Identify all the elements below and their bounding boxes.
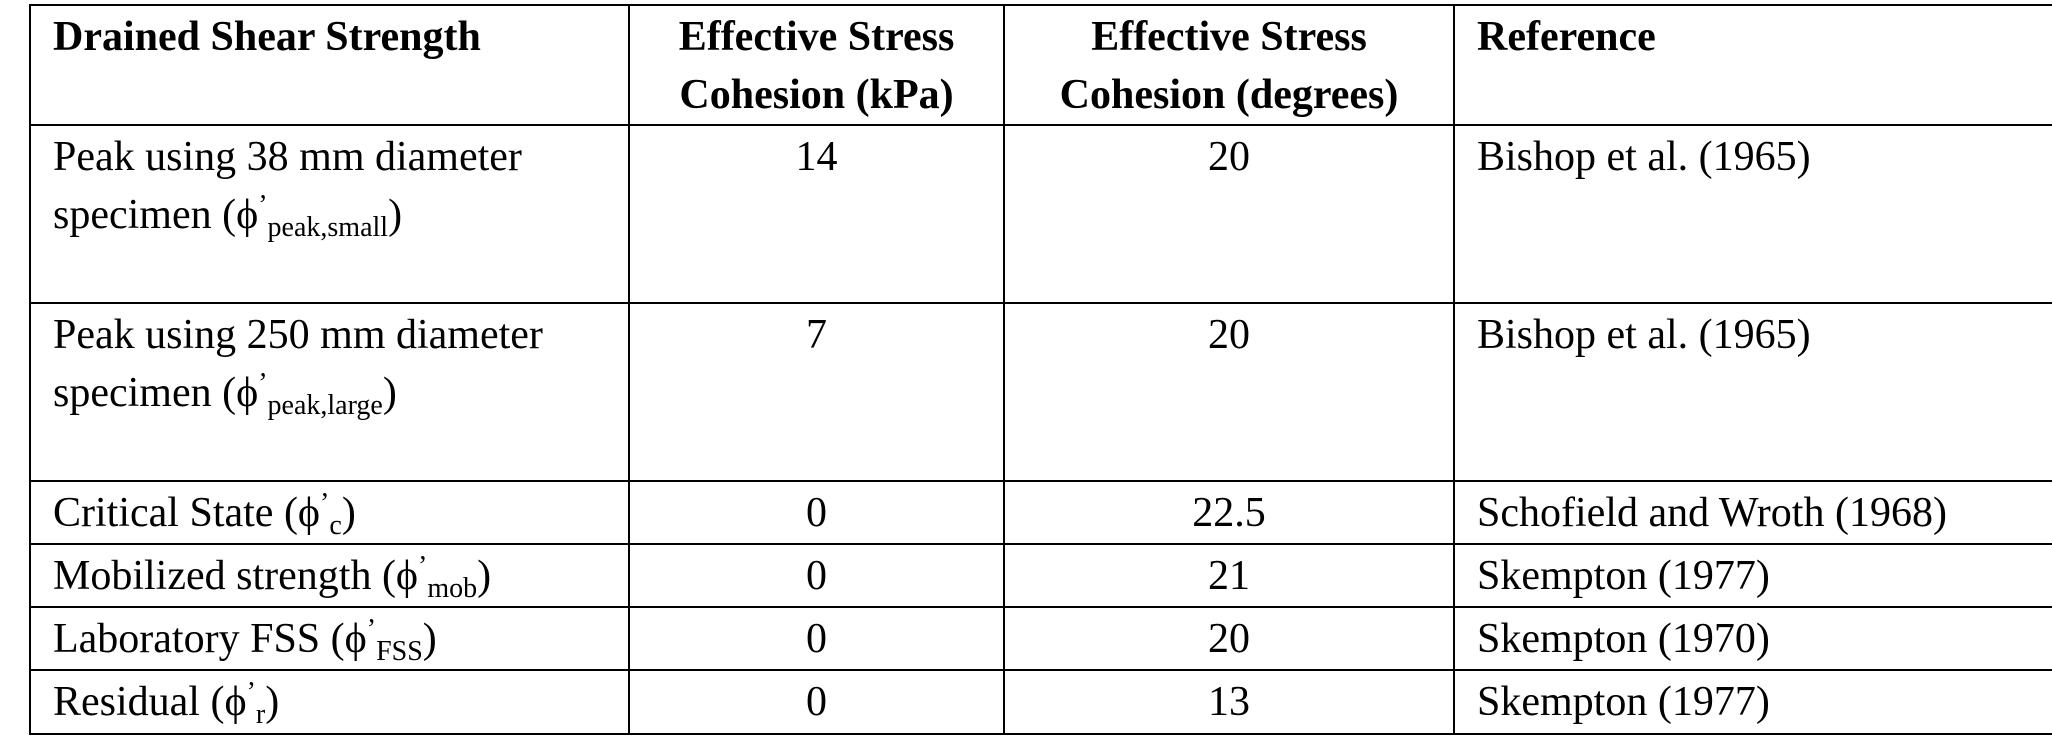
prime: ’ [320,488,330,519]
reference: Skempton (1970) [1453,606,2052,671]
reference: Skempton (1977) [1453,543,2052,608]
value-cell: 13 [1003,669,1455,735]
prime: ’ [366,614,377,645]
table-row: Laboratory FSS (ϕ’FSS) 0 20 Skempton (1970) [29,606,2052,671]
strength-label: Laboratory FSS (ϕ’FSS) [29,606,630,671]
label-close: ) [388,192,403,238]
reference: Bishop et al. (1965) [1453,302,2052,482]
label-close: ) [341,490,356,536]
value-cell: 21 [1003,543,1455,608]
value-cell: 0 [628,480,1005,545]
subscript: c [329,510,342,541]
value-cell: 0 [628,606,1005,671]
label-text: Peak using 38 mm diameter specimen (ϕ [53,134,522,238]
header-cell: Reference [1453,4,2052,126]
value-cell: 20 [1003,124,1455,304]
strength-label: Mobilized strength (ϕ’mob) [29,543,630,608]
strength-label: Peak using 38 mm diameter specimen (ϕ’pe… [29,124,630,304]
prime: ’ [258,190,268,221]
reference: Schofield and Wroth (1968) [1453,480,2052,545]
header-cell: Effective Stress Cohesion (kPa) [628,4,1005,126]
label-text: Laboratory FSS (ϕ [53,616,367,662]
subscript: FSS [376,636,423,667]
table-row: Residual (ϕ’r) 0 13 Skempton (1977) [29,669,2052,735]
label-close: ) [265,679,280,725]
label-close: ) [382,370,397,416]
table-row: Peak using 250 mm diameter specimen (ϕ’p… [29,302,2052,482]
table-row: Critical State (ϕ’c) 0 22.5 Schofield and W… [29,480,2052,545]
prime: ’ [246,677,256,708]
value-cell: 20 [1003,302,1455,482]
strength-table: Drained Shear Strength Effective Stress C… [29,4,2052,735]
strength-label: Critical State (ϕ’c) [29,480,630,545]
strength-label: Peak using 250 mm diameter specimen (ϕ’p… [29,302,630,482]
table-row: Peak using 38 mm diameter specimen (ϕ’pe… [29,124,2052,304]
header-cell: Drained Shear Strength [29,4,630,126]
value-cell: 0 [628,669,1005,735]
label-text: Residual (ϕ [53,679,247,725]
label-text: Mobilized strength (ϕ [53,553,419,599]
value-cell: 0 [628,543,1005,608]
value-cell: 20 [1003,606,1455,671]
value-cell: 7 [628,302,1005,482]
prime: ’ [258,368,268,399]
subscript: peak,small [267,212,389,243]
subscript: peak,large [267,390,383,421]
strength-label: Residual (ϕ’r) [29,669,630,735]
reference: Bishop et al. (1965) [1453,124,2052,304]
table-row: Mobilized strength (ϕ’mob) 0 21 Skempton (1… [29,543,2052,608]
header-row: Drained Shear Strength Effective Stress C… [29,4,2052,126]
value-cell: 14 [628,124,1005,304]
label-text: Critical State (ϕ [53,490,321,536]
label-close: ) [477,553,492,599]
subscript: r [255,699,266,730]
value-cell: 22.5 [1003,480,1455,545]
subscript: mob [427,573,478,604]
label-text: Peak using 250 mm diameter specimen (ϕ [53,312,543,416]
reference: Skempton (1977) [1453,669,2052,735]
prime: ’ [418,551,428,582]
header-cell: Effective Stress Cohesion (degrees) [1003,4,1455,126]
label-close: ) [422,616,437,662]
